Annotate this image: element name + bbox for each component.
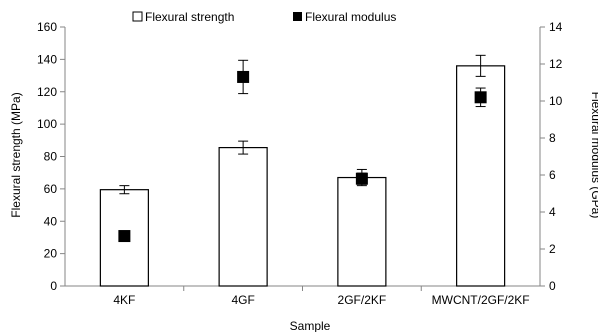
y-tick-label: 0 — [50, 279, 57, 293]
y-tick-label: 100 — [37, 117, 57, 131]
x-tick-label: 2GF/2KF — [338, 293, 387, 307]
y-tick-label: 120 — [37, 85, 57, 99]
modulus-marker — [118, 230, 131, 243]
y-tick-label: 160 — [37, 20, 57, 34]
modulus-marker — [355, 172, 368, 185]
legend-swatch-modulus — [293, 12, 302, 21]
y-tick-label: 20 — [44, 247, 58, 261]
x-axis-title: Sample — [290, 319, 331, 332]
modulus-marker — [237, 70, 250, 83]
y2-tick-label: 6 — [549, 168, 556, 182]
y2-tick-label: 4 — [549, 205, 556, 219]
y2-tick-label: 2 — [549, 242, 556, 256]
x-tick-label: MWCNT/2GF/2KF — [432, 293, 530, 307]
modulus-marker — [474, 91, 487, 104]
plot-area: 0 20 40 60 80 100 120 140 160 0 2 4 6 8 10 12 14 4KF 4GF 2G… — [37, 20, 563, 307]
y-tick-label: 40 — [44, 214, 58, 228]
strength-bar — [218, 146, 268, 287]
legend: Flexural strength Flexural modulus — [132, 10, 396, 24]
x-tick-label: 4KF — [113, 293, 135, 307]
y2-tick-label: 0 — [549, 279, 556, 293]
y-tick-label: 60 — [44, 182, 58, 196]
y2-axis-title: Flexural modulus (GPa) — [589, 92, 598, 219]
x-tick-label: 4GF — [231, 293, 254, 307]
y2-tick-label: 8 — [549, 131, 556, 145]
legend-label: Flexural strength — [145, 10, 234, 24]
legend-swatch-strength — [132, 11, 143, 22]
y2-tick-label: 12 — [549, 57, 563, 71]
legend-label: Flexural modulus — [305, 10, 396, 24]
y2-tick-label: 10 — [549, 94, 563, 108]
y-tick-label: 140 — [37, 52, 57, 66]
y-tick-label: 80 — [44, 150, 58, 164]
y2-tick-label: 14 — [549, 20, 563, 34]
y-axis-title: Flexural strength (MPa) — [9, 92, 23, 217]
strength-bar — [337, 176, 387, 287]
